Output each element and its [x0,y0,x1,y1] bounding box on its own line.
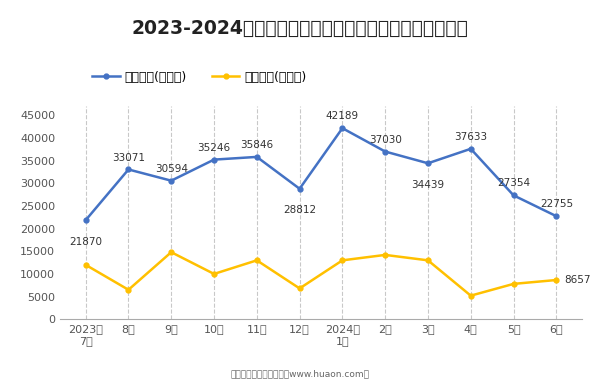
进口总额(万美元) [382,253,389,257]
出口总额(万美元) [382,149,389,154]
Text: 33071: 33071 [112,152,145,163]
进口总额(万美元) [296,286,303,291]
Text: 42189: 42189 [326,111,359,121]
Text: 30594: 30594 [155,164,188,174]
Text: 2023-2024年安庆市商品收发货人所在地进、出口额统计: 2023-2024年安庆市商品收发货人所在地进、出口额统计 [131,19,469,38]
出口总额(万美元) [211,157,218,162]
进口总额(万美元) [553,278,560,282]
进口总额(万美元) [339,258,346,263]
进口总额(万美元) [510,282,517,286]
Text: 28812: 28812 [283,206,316,215]
出口总额(万美元) [424,161,431,166]
Text: 22755: 22755 [540,199,573,209]
出口总额(万美元) [339,126,346,130]
进口总额(万美元) [467,293,475,298]
Text: 21870: 21870 [69,237,102,247]
出口总额(万美元) [467,147,475,151]
出口总额(万美元) [553,214,560,218]
Text: 27354: 27354 [497,178,530,188]
进口总额(万美元) [82,263,89,267]
出口总额(万美元) [167,178,175,183]
Text: 37030: 37030 [369,135,401,145]
Text: 35246: 35246 [197,142,230,153]
出口总额(万美元) [125,167,132,172]
Text: 35846: 35846 [240,140,274,150]
Text: 37633: 37633 [454,132,487,142]
进口总额(万美元) [253,258,260,263]
进口总额(万美元) [167,250,175,255]
进口总额(万美元) [125,288,132,292]
出口总额(万美元) [253,155,260,159]
出口总额(万美元) [82,218,89,222]
进口总额(万美元) [424,258,431,263]
出口总额(万美元) [296,187,303,191]
进口总额(万美元) [211,272,218,276]
Line: 出口总额(万美元): 出口总额(万美元) [83,126,559,223]
出口总额(万美元) [510,193,517,198]
Text: 34439: 34439 [412,180,445,190]
Legend: 出口总额(万美元), 进口总额(万美元): 出口总额(万美元), 进口总额(万美元) [87,66,311,89]
Text: 制图：华经产业研究院（www.huaon.com）: 制图：华经产业研究院（www.huaon.com） [230,369,370,378]
Line: 进口总额(万美元): 进口总额(万美元) [83,250,559,298]
Text: 8657: 8657 [565,275,591,285]
